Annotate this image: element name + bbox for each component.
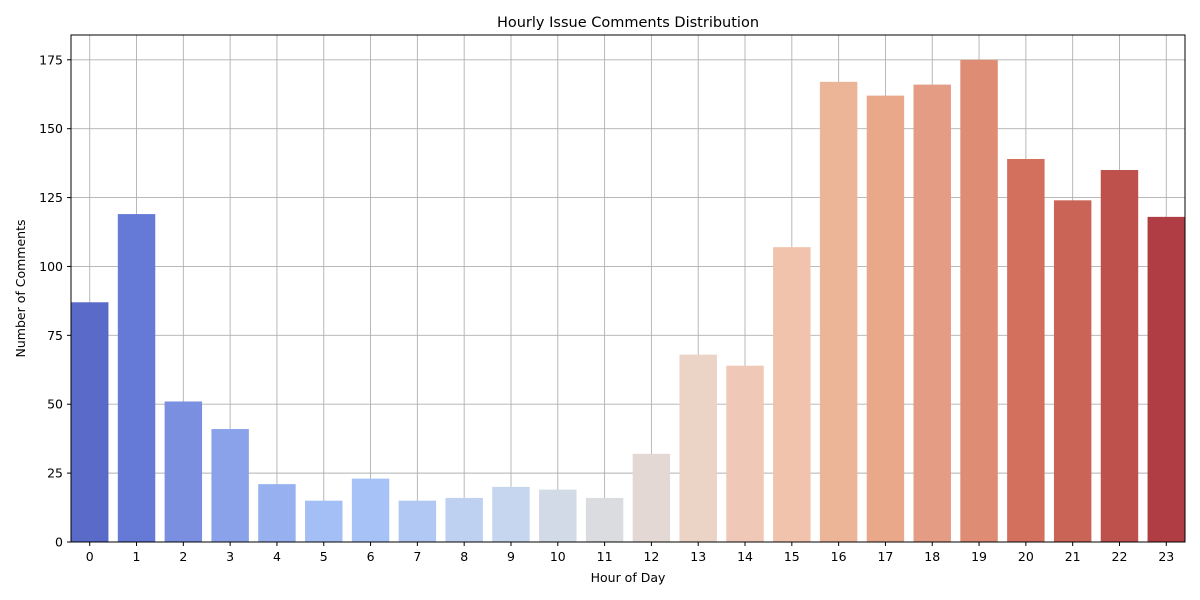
- x-tick-label: 10: [550, 549, 566, 564]
- x-tick-label: 4: [273, 549, 281, 564]
- y-tick-label: 75: [47, 328, 63, 343]
- bar-hour-17: [866, 95, 905, 542]
- x-tick-label: 12: [643, 549, 659, 564]
- y-tick-label: 125: [39, 190, 63, 205]
- x-tick-label: 8: [460, 549, 468, 564]
- x-tick-label: 1: [133, 549, 141, 564]
- bar-hour-21: [1053, 200, 1092, 542]
- x-tick-label: 14: [737, 549, 753, 564]
- bar-hour-9: [492, 486, 530, 542]
- y-axis-ticks: 0 25 50 75 100 125 150 175: [39, 52, 71, 550]
- x-tick-label: 7: [413, 549, 421, 564]
- x-tick-label: 16: [831, 549, 847, 564]
- bar-hour-7: [398, 500, 437, 542]
- bar-hour-11: [585, 497, 624, 542]
- bar-hour-5: [305, 500, 343, 542]
- x-tick-label: 18: [924, 549, 940, 564]
- bar-hour-23: [1147, 216, 1185, 542]
- x-tick-label: 6: [367, 549, 375, 564]
- x-tick-label: 9: [507, 549, 515, 564]
- x-axis-ticks: 0 1 2 3 4 5 6 7 8 9 10 11 12 13 14 15 16 17 18 19 20 21 22 23: [86, 542, 1174, 564]
- bar-hour-4: [258, 484, 296, 542]
- y-axis-label: Number of Comments: [13, 220, 28, 358]
- x-tick-label: 15: [784, 549, 800, 564]
- bar-hour-3: [211, 429, 249, 542]
- x-axis-label: Hour of Day: [591, 570, 666, 585]
- y-tick-label: 25: [47, 466, 63, 481]
- bar-hour-15: [773, 247, 811, 543]
- x-tick-label: 11: [597, 549, 613, 564]
- bar-hour-10: [539, 489, 577, 542]
- chart-title: Hourly Issue Comments Distribution: [497, 15, 759, 31]
- bar-hour-20: [1007, 158, 1045, 542]
- bar-hour-1: [117, 214, 156, 542]
- plot-frame: [70, 34, 1186, 543]
- x-tick-label: 19: [971, 549, 987, 564]
- x-tick-label: 22: [1112, 549, 1128, 564]
- x-tick-label: 17: [877, 549, 893, 564]
- bar-hour-12: [632, 453, 671, 542]
- bar-hour-22: [1100, 170, 1139, 543]
- x-tick-label: 21: [1065, 549, 1081, 564]
- bar-hour-16: [819, 81, 858, 542]
- x-tick-label: 13: [690, 549, 706, 564]
- y-tick-label: 100: [39, 259, 63, 274]
- y-tick-label: 150: [39, 121, 63, 136]
- bar-hour-18: [913, 84, 951, 542]
- bars: [71, 59, 1185, 543]
- y-tick-label: 50: [47, 397, 63, 412]
- y-tick-label: 175: [39, 52, 63, 67]
- bar-hour-8: [445, 497, 483, 542]
- x-tick-label: 5: [320, 549, 328, 564]
- bar-hour-2: [164, 401, 203, 542]
- x-tick-label: 2: [179, 549, 187, 564]
- x-tick-label: 0: [86, 549, 94, 564]
- bar-hour-13: [679, 354, 717, 542]
- bar-hour-14: [726, 365, 764, 542]
- x-tick-label: 3: [226, 549, 234, 564]
- y-tick-label: 0: [55, 535, 63, 550]
- x-tick-label: 20: [1018, 549, 1034, 564]
- bar-hour-0: [71, 302, 109, 542]
- bar-hour-19: [960, 59, 998, 542]
- bar-hour-6: [351, 478, 390, 542]
- x-tick-label: 23: [1158, 549, 1174, 564]
